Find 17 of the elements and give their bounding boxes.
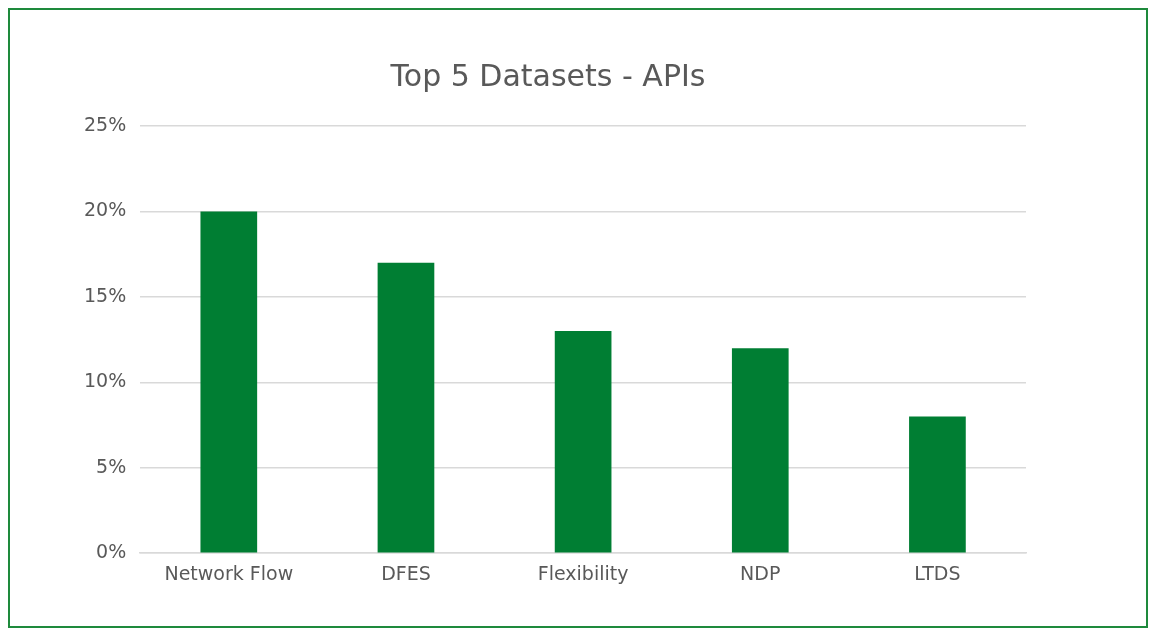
bar xyxy=(554,331,612,553)
y-tick-label: 25% xyxy=(84,112,127,135)
x-tick-label: NDP xyxy=(740,561,781,584)
x-tick-label: Network Flow xyxy=(164,561,294,584)
x-tick-label: Flexibility xyxy=(537,561,629,584)
y-tick-label: 20% xyxy=(84,198,127,221)
y-tick-label: 10% xyxy=(84,369,127,392)
bar xyxy=(200,211,258,553)
x-tick-label: LTDS xyxy=(914,561,961,584)
bar xyxy=(377,262,435,553)
y-tick-label: 15% xyxy=(84,283,127,306)
bar xyxy=(909,416,966,553)
y-tick-label: 0% xyxy=(96,540,127,563)
bar xyxy=(731,348,789,553)
chart-title: Top 5 Datasets - APIs xyxy=(389,57,706,93)
x-tick-label: DFES xyxy=(381,561,431,584)
y-tick-label: 5% xyxy=(96,454,127,477)
